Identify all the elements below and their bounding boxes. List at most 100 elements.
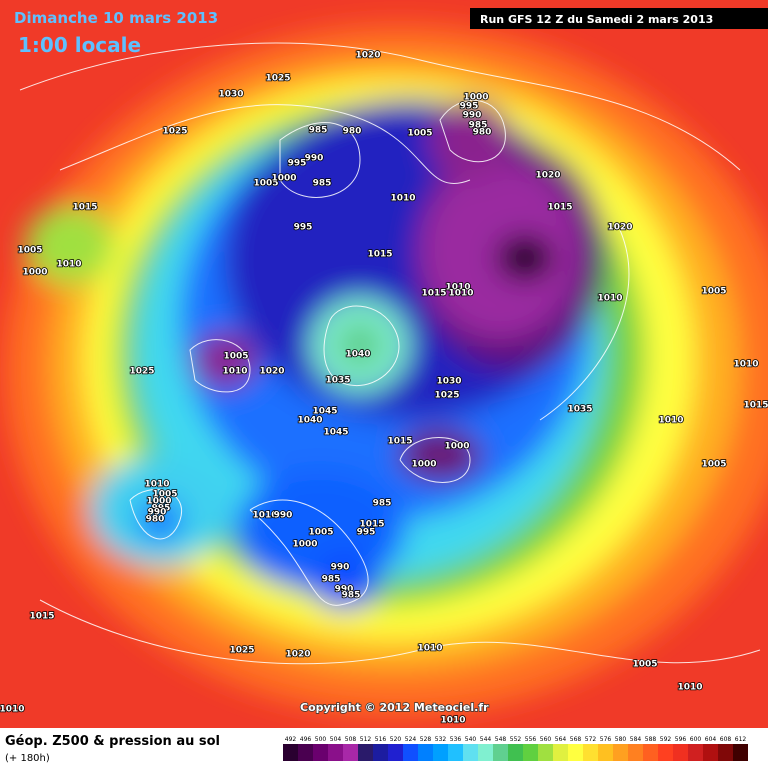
isobar-label: 1005 xyxy=(701,460,726,470)
colorbar-label: 500 xyxy=(315,736,327,743)
isobar-label: 1045 xyxy=(312,407,337,417)
colorbar-swatch xyxy=(523,744,538,761)
isobar-label: 990 xyxy=(305,154,324,164)
isobar-label: 985 xyxy=(469,121,488,131)
isobar-label: 985 xyxy=(342,591,361,601)
colorbar-label: 524 xyxy=(405,736,417,743)
colorbar-swatch xyxy=(628,744,643,761)
colorbar-label: 564 xyxy=(555,736,567,743)
colorbar-label: 520 xyxy=(390,736,402,743)
footer-title: Géop. Z500 & pression au sol xyxy=(5,734,220,749)
time-label: 1:00 locale xyxy=(18,33,141,57)
isobar-label: 1005 xyxy=(17,246,42,256)
colorbar: 492 496 500 504 508 512 516 520 524 528 532 536 540 5… xyxy=(283,736,748,761)
isobar-label: 980 xyxy=(146,515,165,525)
colorbar-swatch xyxy=(358,744,373,761)
isobar-label: 1000 xyxy=(444,442,469,452)
isobar-label: 1040 xyxy=(297,416,322,426)
isobar-label: 1005 xyxy=(152,490,177,500)
colorbar-swatch xyxy=(538,744,553,761)
isobar-label: 990 xyxy=(463,111,482,121)
isobar-label: 1010 xyxy=(733,360,758,370)
isobar-label: 1005 xyxy=(308,528,333,538)
colorbar-label: 580 xyxy=(615,736,627,743)
colorbar-swatch xyxy=(508,744,523,761)
colorbar-swatch xyxy=(583,744,598,761)
isobar-label: 1035 xyxy=(567,405,592,415)
isobar-label: 1005 xyxy=(632,660,657,670)
colorbar-label: 512 xyxy=(360,736,372,743)
isobar-label: 1045 xyxy=(323,428,348,438)
isobar-label: 1000 xyxy=(146,497,171,507)
colorbar-swatch xyxy=(418,744,433,761)
colorbar-swatch xyxy=(703,744,718,761)
isobar-label: 1000 xyxy=(292,540,317,550)
isobar-label: 1010 xyxy=(0,705,25,715)
isobar-label: 1000 xyxy=(22,268,47,278)
isobar-label: 1005 xyxy=(701,287,726,297)
colorbar-label: 604 xyxy=(705,736,717,743)
isobar-label: 1000 xyxy=(411,460,436,470)
isobar-label: 1010 xyxy=(677,683,702,693)
colorbar-label: 568 xyxy=(570,736,582,743)
isobar-label: 1020 xyxy=(355,51,380,61)
colorbar-swatch xyxy=(433,744,448,761)
isobar-label: 980 xyxy=(343,127,362,137)
isobar-label: 1025 xyxy=(229,646,254,656)
colorbar-label: 560 xyxy=(540,736,552,743)
isobar-label: 990 xyxy=(335,585,354,595)
colorbar-label: 548 xyxy=(495,736,507,743)
isobar-label: 1010 xyxy=(56,260,81,270)
isobar-label: 985 xyxy=(313,179,332,189)
colorbar-swatch xyxy=(598,744,613,761)
colorbar-label: 612 xyxy=(735,736,747,743)
isobar-label: 1010 xyxy=(222,367,247,377)
copyright: Copyright © 2012 Meteociel.fr xyxy=(300,701,489,714)
isobar-label: 1005 xyxy=(253,179,278,189)
colorbar-label: 528 xyxy=(420,736,432,743)
isobar-label: 1020 xyxy=(259,367,284,377)
date-label: Dimanche 10 mars 2013 xyxy=(14,9,218,27)
colorbar-label: 508 xyxy=(345,736,357,743)
isobar-label: 1025 xyxy=(434,391,459,401)
isobar-label: 995 xyxy=(357,528,376,538)
isobar-label: 985 xyxy=(309,126,328,136)
colorbar-label: 496 xyxy=(300,736,312,743)
colorbar-swatch xyxy=(313,744,328,761)
colorbar-label: 608 xyxy=(720,736,732,743)
colorbar-swatch xyxy=(448,744,463,761)
colorbar-swatch xyxy=(718,744,733,761)
isobar-label: 1010 xyxy=(252,511,277,521)
colorbar-label: 492 xyxy=(285,736,297,743)
isobar-label: 1020 xyxy=(535,171,560,181)
isobar-label: 1015 xyxy=(743,401,768,411)
isobar-label: 1010 xyxy=(390,194,415,204)
colorbar-swatch xyxy=(388,744,403,761)
isobar-label: 995 xyxy=(294,223,313,233)
isobar-label: 990 xyxy=(274,511,293,521)
isobar-label: 1015 xyxy=(72,203,97,213)
isobar-label: 1000 xyxy=(271,174,296,184)
isobar-label: 1015 xyxy=(421,289,446,299)
isobar-label: 990 xyxy=(148,508,167,518)
isobar-label: 1015 xyxy=(387,437,412,447)
isobars xyxy=(19,42,761,665)
colorbar-swatch xyxy=(568,744,583,761)
isobar-label: 1015 xyxy=(359,520,384,530)
colorbar-swatch xyxy=(658,744,673,761)
isobar-label: 1030 xyxy=(218,90,243,100)
isobar-label: 985 xyxy=(322,575,341,585)
colorbar-label: 596 xyxy=(675,736,687,743)
height-field xyxy=(5,25,768,715)
isobar-label: 1025 xyxy=(265,74,290,84)
colorbar-swatch xyxy=(478,744,493,761)
isobar-label: 1030 xyxy=(436,377,461,387)
colorbar-swatch xyxy=(553,744,568,761)
isobar-label: 1010 xyxy=(144,480,169,490)
colorbar-swatch xyxy=(328,744,343,761)
colorbar-label: 540 xyxy=(465,736,477,743)
run-label: Run GFS 12 Z du Samedi 2 mars 2013 xyxy=(480,13,713,26)
colorbar-label: 552 xyxy=(510,736,522,743)
